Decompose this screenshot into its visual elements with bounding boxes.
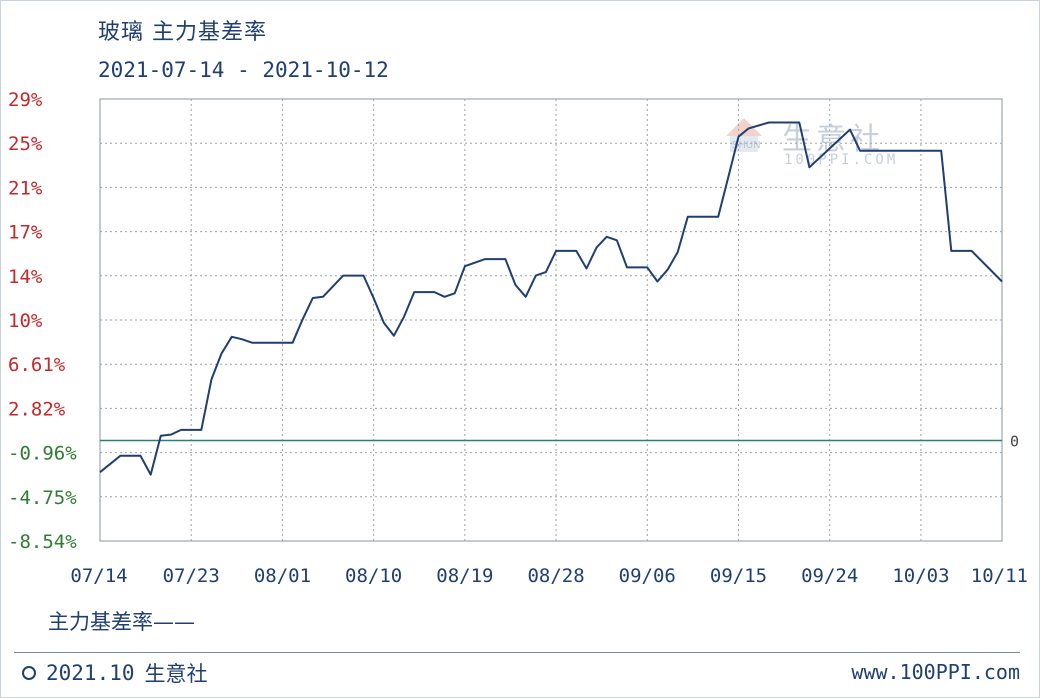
x-tick-label: 08/10 xyxy=(345,565,402,587)
y-tick-label: 17% xyxy=(8,222,43,244)
y-tick-label: 25% xyxy=(8,133,43,155)
legend-label: 主力基差率—— xyxy=(48,610,195,634)
x-tick-label: 07/23 xyxy=(163,565,220,587)
y-tick-label: -0.96% xyxy=(8,443,77,465)
footer-left: 2021.10 生意社 xyxy=(22,658,208,688)
y-tick-label: -8.54% xyxy=(8,531,77,553)
x-tick-label: 10/11 xyxy=(971,565,1028,587)
zero-line-label: 0 xyxy=(1010,432,1019,450)
watermark-logo-text: SHUN xyxy=(732,140,761,151)
x-tick-label: 07/14 xyxy=(70,565,127,587)
x-tick-label: 09/06 xyxy=(619,565,676,587)
series-line xyxy=(99,121,1003,476)
line-chart: 29% 25% 21% 17% 14% 10% 6.61% 2.82% -0.96% -4.75%… xyxy=(8,89,1028,587)
y-tick-label: 29% xyxy=(8,89,43,111)
y-tick-label: -4.75% xyxy=(8,487,77,509)
legend: 主力基差率—— xyxy=(48,606,195,636)
x-tick-label: 08/01 xyxy=(254,565,311,587)
x-tick-label: 08/19 xyxy=(436,565,493,587)
y-tick-label: 2.82% xyxy=(8,398,66,420)
y-tick-label: 10% xyxy=(8,310,43,332)
footer-brand: 生意社 xyxy=(144,662,208,686)
x-tick-label: 09/15 xyxy=(710,565,767,587)
y-tick-label: 14% xyxy=(8,266,43,288)
y-tick-label: 6.61% xyxy=(8,354,66,376)
circle-icon xyxy=(22,666,36,680)
y-tick-label: 21% xyxy=(8,177,43,199)
footer-year-month: 2021.10 xyxy=(46,661,135,685)
date-range: 2021-07-14 - 2021-10-12 xyxy=(98,58,389,82)
chart-title: 玻璃 主力基差率 xyxy=(98,20,267,45)
x-tick-label: 08/28 xyxy=(527,565,584,587)
x-tick-label: 10/03 xyxy=(892,565,949,587)
footer-divider xyxy=(14,652,1020,653)
footer-website[interactable]: www.100PPI.com xyxy=(851,660,1020,684)
x-tick-label: 09/24 xyxy=(801,565,858,587)
